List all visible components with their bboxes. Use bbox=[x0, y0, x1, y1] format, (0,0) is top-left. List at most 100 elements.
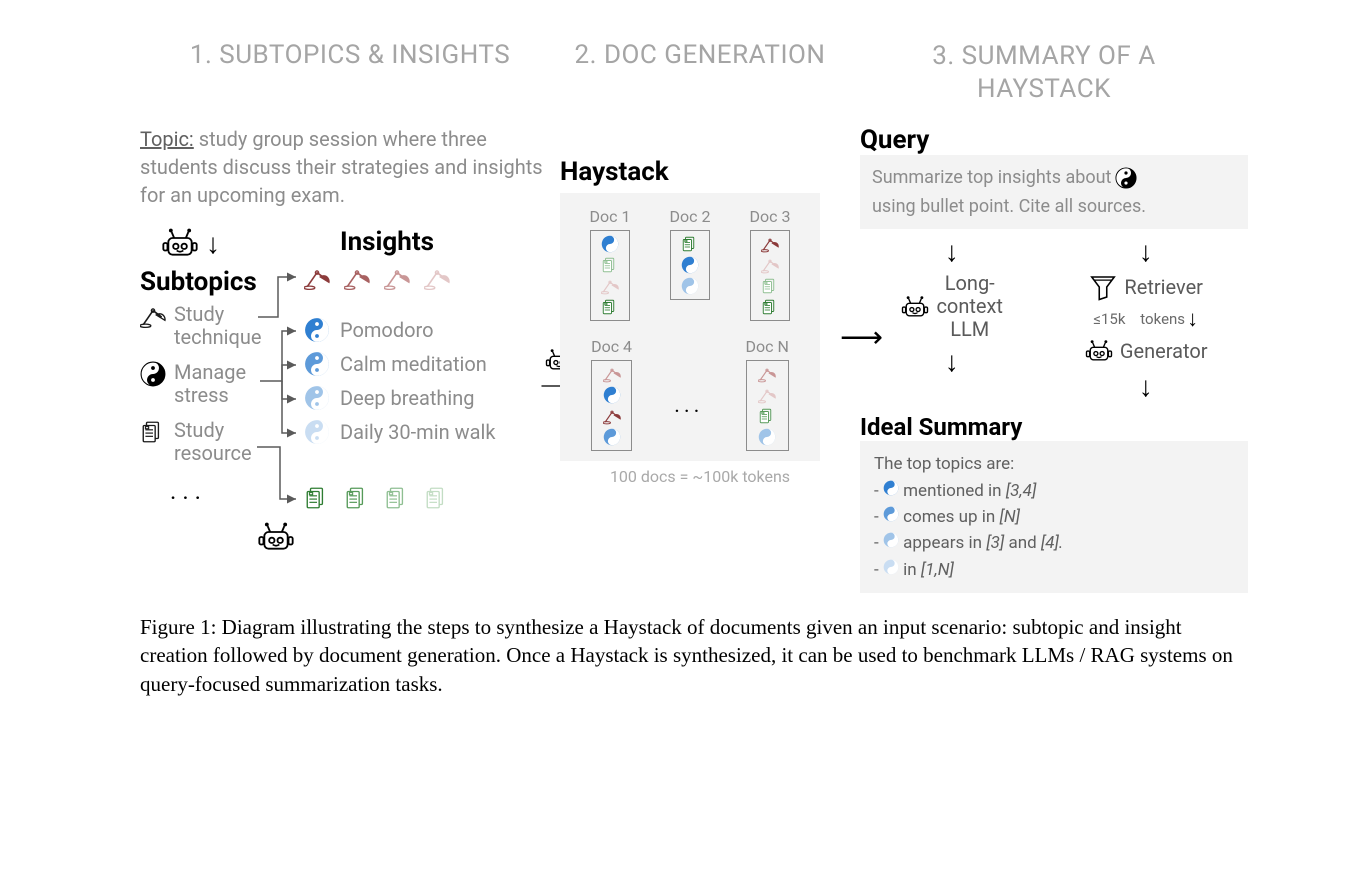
yinyang-icon bbox=[603, 386, 621, 404]
insight-daily-walk: Daily 30-min walk bbox=[304, 419, 495, 445]
insight-label: Deep breathing bbox=[340, 386, 475, 410]
doc-row-1: Doc 1 Doc 2 bbox=[570, 207, 810, 321]
stage-3-line1: 3. SUMMARY OF A bbox=[932, 41, 1155, 71]
query-header: Query bbox=[860, 125, 1248, 155]
yinyang-icon bbox=[601, 235, 619, 253]
figure-caption: Figure 1: Diagram illustrating the steps… bbox=[140, 613, 1248, 698]
summary-line-1: - comes up in [N] bbox=[874, 504, 1234, 530]
doc-label: Doc 1 bbox=[590, 207, 631, 226]
docs-icon bbox=[601, 298, 619, 316]
yinyang-icon bbox=[1115, 167, 1137, 189]
robot-icon bbox=[900, 292, 930, 322]
docs-icon bbox=[424, 485, 450, 511]
stage-3-title: 3. SUMMARY OF A HAYSTACK bbox=[840, 40, 1248, 105]
doc-3: Doc 3 bbox=[750, 207, 791, 321]
subtopic-0-l2: technique bbox=[174, 325, 262, 349]
robot-icon bbox=[1084, 336, 1114, 366]
insight-label: Daily 30-min walk bbox=[340, 420, 495, 444]
yinyang-icon bbox=[681, 277, 699, 295]
stage-3-line2: HAYSTACK bbox=[977, 74, 1111, 104]
docs-icon bbox=[761, 298, 779, 316]
insight-label: Pomodoro bbox=[340, 318, 434, 342]
summary-suffix: comes up in bbox=[903, 507, 995, 527]
lamp-icon bbox=[761, 235, 779, 253]
down-arrow-icon: ↓ bbox=[1139, 235, 1153, 268]
stage-1-title: 1. SUBTOPICS & INSIGHTS bbox=[140, 40, 560, 105]
insight-deep-breathing: Deep breathing bbox=[304, 385, 475, 411]
stage-titles: 1. SUBTOPICS & INSIGHTS 2. DOC GENERATIO… bbox=[140, 40, 1248, 105]
insights-header: Insights bbox=[340, 227, 434, 257]
query-text-1: Summarize top insights about bbox=[872, 165, 1111, 190]
lamp-icon bbox=[761, 256, 779, 274]
lamp-icon bbox=[603, 365, 621, 383]
insight-label: Calm meditation bbox=[340, 352, 487, 376]
subtopic-1-l2: stress bbox=[174, 383, 229, 407]
subtopic-2-l1: Study bbox=[174, 418, 224, 442]
down-arrow-icon: ↓ bbox=[206, 227, 220, 260]
yinyang-icon bbox=[140, 361, 166, 387]
docs-icon bbox=[304, 485, 330, 511]
topic-label: Topic: bbox=[140, 127, 194, 151]
down-arrow-icon: ↓ bbox=[945, 345, 959, 378]
summary-intro: The top topics are: bbox=[874, 451, 1234, 477]
robot-icon bbox=[160, 223, 200, 263]
doc-label: Doc N bbox=[746, 337, 789, 356]
docs-icon bbox=[758, 407, 776, 425]
query-text-2: using bullet point. Cite all sources. bbox=[872, 194, 1146, 219]
summary-box: The top topics are: - mentioned in [3,4]… bbox=[860, 441, 1248, 593]
lamp-icon bbox=[384, 265, 410, 291]
lamp-insight-fade bbox=[304, 265, 450, 291]
doc-4: Doc 4 bbox=[591, 337, 632, 451]
topic-line: Topic: study group session where three s… bbox=[140, 125, 560, 209]
ideal-summary-header: Ideal Summary bbox=[860, 413, 1248, 441]
query-box: Summarize top insights about using bulle… bbox=[860, 155, 1248, 229]
lamp-icon bbox=[603, 407, 621, 425]
doc-2: Doc 2 bbox=[670, 207, 711, 321]
lamp-icon bbox=[140, 303, 166, 329]
yinyang-icon bbox=[758, 428, 776, 446]
insight-calm-meditation: Calm meditation bbox=[304, 351, 487, 377]
lamp-icon bbox=[344, 265, 370, 291]
docs-ellipsis: ··· bbox=[674, 364, 703, 425]
haystack-header: Haystack bbox=[560, 157, 840, 187]
stage-2-title: 2. DOC GENERATION bbox=[560, 40, 840, 105]
llm-label: Long- context LLM bbox=[936, 272, 1003, 341]
summary-ref: [N] bbox=[1000, 507, 1021, 527]
yinyang-icon bbox=[883, 480, 899, 496]
yinyang-icon bbox=[883, 506, 899, 522]
yinyang-icon bbox=[304, 317, 330, 343]
subtopic-2-l2: resource bbox=[174, 441, 252, 465]
pipeline-rag: ↓ Retriever ≤15k tokens ↓ Generator ↓ bbox=[1084, 235, 1208, 403]
subtopic-0-l1: Study bbox=[174, 302, 224, 326]
lamp-icon bbox=[758, 365, 776, 383]
llm-l1: Long- bbox=[945, 271, 995, 295]
down-arrow-icon: ↓ bbox=[1139, 370, 1153, 403]
summary-ref: [3] bbox=[986, 533, 1004, 553]
yinyang-icon bbox=[883, 532, 899, 548]
generator-label: Generator bbox=[1120, 340, 1208, 363]
col-summary: Query Summarize top insights about using… bbox=[840, 125, 1248, 593]
down-arrow-icon: ↓ bbox=[1187, 306, 1198, 332]
docs-insight-fade bbox=[304, 485, 450, 511]
yinyang-icon bbox=[304, 351, 330, 377]
summary-ref2: [4]. bbox=[1041, 533, 1063, 553]
haystack-footer: 100 docs = ~100k tokens bbox=[560, 467, 840, 486]
lamp-icon bbox=[304, 265, 330, 291]
yinyang-icon bbox=[304, 419, 330, 445]
yinyang-icon bbox=[603, 428, 621, 446]
yinyang-icon bbox=[681, 256, 699, 274]
haystack-box: Doc 1 Doc 2 bbox=[560, 193, 820, 461]
retriever-label: Retriever bbox=[1124, 276, 1203, 299]
docs-icon bbox=[344, 485, 370, 511]
doc-row-2: Doc 4 ··· Doc N bbox=[570, 337, 810, 451]
docs-icon bbox=[761, 277, 779, 295]
doc-n: Doc N bbox=[746, 337, 789, 451]
llm-l2: context bbox=[936, 294, 1003, 318]
funnel-icon bbox=[1088, 272, 1118, 302]
doc-label: Doc 3 bbox=[750, 207, 791, 226]
docs-icon bbox=[140, 419, 166, 445]
yinyang-icon bbox=[304, 385, 330, 411]
docs-icon bbox=[384, 485, 410, 511]
summary-line-2: - appears in [3] and [4]. bbox=[874, 530, 1234, 556]
doc-1: Doc 1 bbox=[590, 207, 631, 321]
